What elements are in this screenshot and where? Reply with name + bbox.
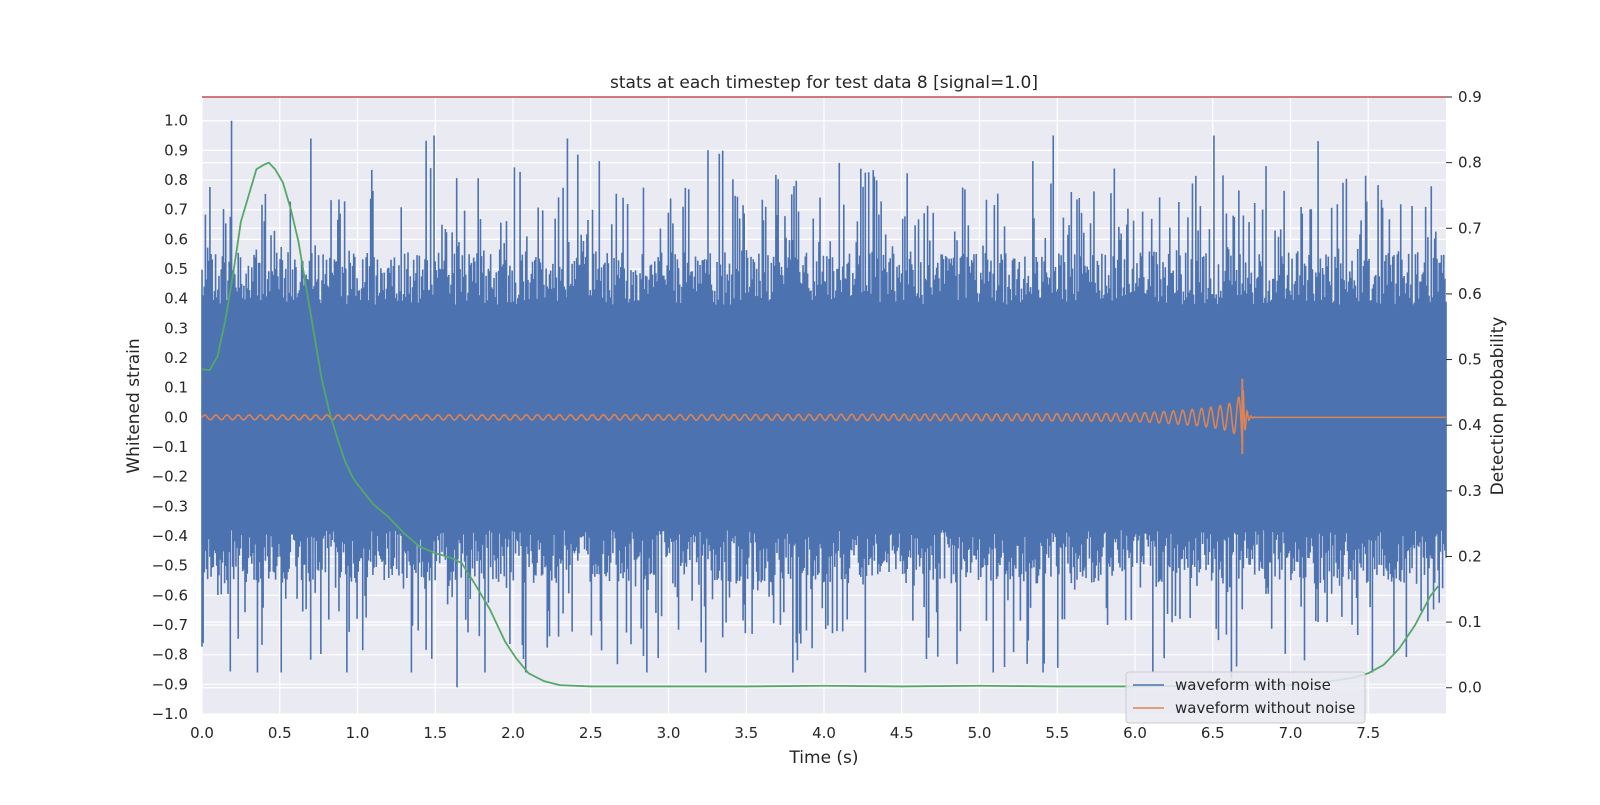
- legend-label-noisy: waveform with noise: [1175, 676, 1331, 694]
- x-tick-label: 5.0: [968, 724, 992, 742]
- y-axis-label: Whitened strain: [124, 338, 144, 473]
- noisy-waveform-line: [201, 135, 1447, 673]
- y-tick-label: −0.5: [152, 557, 188, 575]
- legend-box: [1125, 671, 1366, 724]
- y2-axis-label: Detection probability: [1488, 317, 1508, 496]
- y2-tick-label: 0.6: [1458, 285, 1482, 303]
- y-tick-label: −0.8: [152, 646, 188, 664]
- y2-tick-label: 0.4: [1458, 416, 1482, 434]
- x-axis-label: Time (s): [788, 748, 858, 768]
- y-tick-label: −0.2: [152, 468, 188, 486]
- chart-title: stats at each timestep for test data 8 […: [610, 73, 1038, 93]
- y2-tick-label: 0.5: [1458, 351, 1482, 369]
- y-tick-label: 0.3: [164, 319, 188, 337]
- y2-tick-label: 0.1: [1458, 613, 1482, 631]
- y-tick-label: 1.0: [164, 112, 188, 130]
- y-tick-label: 0.9: [164, 141, 188, 159]
- x-tick-label: 5.5: [1045, 724, 1069, 742]
- y-tick-label: 0.7: [164, 201, 188, 219]
- y2-tick-label: 0.8: [1458, 154, 1482, 172]
- y-tick-label: −0.1: [152, 438, 188, 456]
- x-tick-label: 2.5: [579, 724, 603, 742]
- y-tick-label: 0.8: [164, 171, 188, 189]
- clean-waveform-line: [201, 390, 1446, 445]
- x-tick-label: 7.5: [1356, 724, 1380, 742]
- x-tick-label: 6.5: [1201, 724, 1225, 742]
- x-tick-label: 0.5: [268, 724, 292, 742]
- y-tick-label: 0.0: [164, 408, 188, 426]
- x-tick-label: 3.0: [657, 724, 681, 742]
- y-tick-label: −0.3: [152, 497, 188, 515]
- legend-label-clean: waveform without noise: [1175, 699, 1355, 717]
- x-tick-label: 1.0: [346, 724, 370, 742]
- y-tick-label: −0.9: [152, 675, 188, 693]
- y-tick-label: −0.7: [152, 616, 188, 634]
- y-tick-label: 0.6: [164, 230, 188, 248]
- y-tick-label: 0.1: [164, 379, 188, 397]
- x-tick-labels: 0.0 0.5 1.0 1.5 2.0 2.5 3.0 3.5 4.0 4.5 5.0 5.5 6.0 6…: [190, 724, 1380, 742]
- y-tick-label: 0.2: [164, 349, 188, 367]
- y-tick-label: 0.4: [164, 290, 188, 308]
- y-tick-label: 0.5: [164, 260, 188, 278]
- x-tick-label: 3.5: [734, 724, 758, 742]
- y-tick-label: −1.0: [152, 705, 188, 723]
- x-tick-label: 6.0: [1123, 724, 1147, 742]
- y-tick-label: −0.4: [152, 527, 188, 545]
- y2-tick-label: 0.0: [1458, 679, 1482, 697]
- x-tick-label: 1.5: [423, 724, 447, 742]
- y2-tick-label: 0.2: [1458, 547, 1482, 565]
- x-tick-label: 7.0: [1279, 724, 1303, 742]
- x-tick-label: 0.0: [190, 724, 214, 742]
- x-tick-label: 4.0: [812, 724, 836, 742]
- y2-tick-label: 0.3: [1458, 482, 1482, 500]
- x-tick-label: 2.0: [501, 724, 525, 742]
- y-tick-label: −0.6: [152, 586, 188, 604]
- y2-tick-label: 0.7: [1458, 219, 1482, 237]
- y-tick-labels: 1.0 0.9 0.8 0.7 0.6 0.5 0.4 0.3 0.2 0.1 0.0 −0.1 −0.…: [152, 112, 188, 723]
- x-tick-label: 4.5: [890, 724, 914, 742]
- y2-tick-labels: 0.9 0.8 0.7 0.6 0.5 0.4 0.3 0.2 0.1 0.0: [1446, 88, 1482, 697]
- legend: waveform with noise waveform without noi…: [1125, 671, 1366, 724]
- y2-tick-label: 0.9: [1458, 88, 1482, 106]
